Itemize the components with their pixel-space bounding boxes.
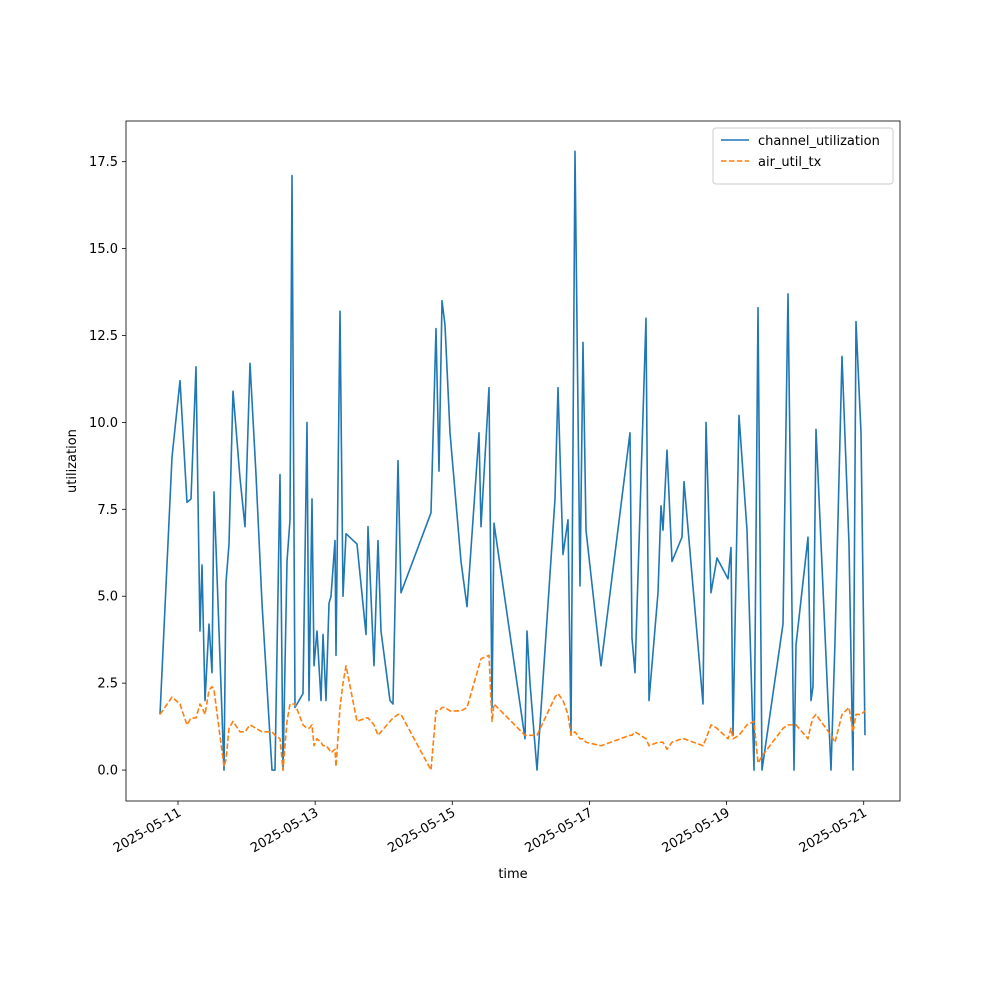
- y-tick-label: 17.5: [89, 155, 118, 170]
- y-axis-label: utilization: [65, 429, 80, 493]
- y-tick-label: 5.0: [97, 590, 118, 605]
- legend-label: channel_utilization: [758, 134, 880, 149]
- legend-box: [712, 127, 894, 185]
- y-tick-label: 15.0: [89, 242, 118, 257]
- line-series: [159, 150, 866, 771]
- legend-label: air_util_tx: [758, 155, 822, 170]
- x-axis-label: time: [498, 867, 527, 882]
- plot-frame: [125, 120, 901, 802]
- y-tick-label: 2.5: [97, 677, 118, 692]
- line-series: [159, 654, 866, 771]
- y-tick-label: 12.5: [89, 329, 118, 344]
- y-tick-label: 0.0: [97, 764, 118, 779]
- y-tick-label: 10.0: [89, 416, 118, 431]
- y-tick-label: 7.5: [97, 503, 118, 518]
